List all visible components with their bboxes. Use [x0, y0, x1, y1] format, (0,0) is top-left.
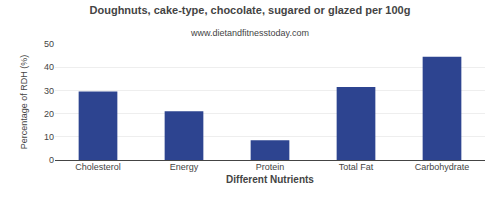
- svg-text:0: 0: [49, 155, 54, 165]
- svg-text:Doughnuts, cake-type, chocolat: Doughnuts, cake-type, chocolate, sugared…: [90, 4, 411, 16]
- svg-text:www.dietandfitnesstoday.com: www.dietandfitnesstoday.com: [190, 28, 309, 38]
- svg-text:10: 10: [44, 132, 54, 142]
- svg-text:40: 40: [44, 62, 54, 72]
- svg-text:Total Fat: Total Fat: [339, 162, 374, 172]
- svg-text:20: 20: [44, 109, 54, 119]
- svg-text:Cholesterol: Cholesterol: [75, 162, 121, 172]
- svg-text:Percentage of RDH (%): Percentage of RDH (%): [19, 55, 29, 150]
- svg-text:30: 30: [44, 86, 54, 96]
- svg-text:Carbohydrate: Carbohydrate: [415, 162, 470, 172]
- svg-text:Energy: Energy: [170, 162, 199, 172]
- svg-text:50: 50: [44, 39, 54, 49]
- svg-text:Protein: Protein: [256, 162, 285, 172]
- svg-text:Different Nutrients: Different Nutrients: [226, 174, 314, 185]
